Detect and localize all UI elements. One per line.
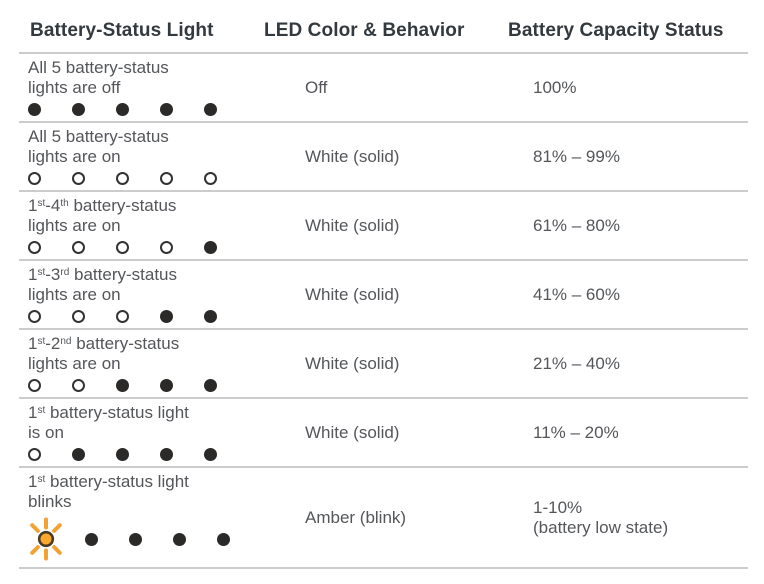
led-color-behavior: White (solid) — [305, 284, 400, 304]
table-row: 1st battery-status light is on White (soli… — [19, 399, 748, 468]
light-description-line: 1st battery-status light — [28, 403, 189, 422]
battery-light-description: All 5 battery-status lights are on — [19, 127, 264, 186]
led-color-behavior: White (solid) — [305, 215, 400, 235]
led-dots-row — [28, 446, 264, 462]
column-header-battery-capacity-status: Battery Capacity Status — [508, 20, 724, 41]
led-dot-off — [204, 447, 217, 461]
led-dot-off — [28, 102, 41, 116]
led-dots-row — [28, 170, 264, 186]
capacity-line: (battery low state) — [533, 517, 669, 537]
amber-blink-icon — [30, 517, 62, 561]
battery-capacity-status: 61% – 80% — [508, 196, 748, 255]
battery-light-description: 1st-3rd battery-status lights are on — [19, 265, 264, 324]
led-dot-off — [204, 309, 217, 323]
light-description-line: lights are on — [28, 354, 121, 373]
table-row: 1st-4th battery-status lights are on White… — [19, 192, 748, 261]
led-dot-off — [160, 378, 173, 392]
led-dot-off — [160, 309, 173, 323]
led-dot-on — [160, 240, 173, 254]
led-dot-off — [204, 102, 217, 116]
led-dot-off — [160, 447, 173, 461]
capacity-line: 61% – 80% — [533, 215, 620, 235]
battery-light-description: 1st battery-status light is on — [19, 403, 264, 462]
led-dots-row — [28, 239, 264, 255]
column-header-battery-status-light: Battery-Status Light — [30, 20, 214, 41]
capacity-line: 11% – 20% — [533, 422, 619, 442]
light-description-line: 1st-2nd battery-status — [28, 334, 180, 353]
led-dot-on — [28, 378, 41, 392]
led-dot-on — [28, 240, 41, 254]
table-row: 1st battery-status light blinks Amber (bli… — [19, 468, 748, 569]
battery-light-description: 1st-4th battery-status lights are on — [19, 196, 264, 255]
led-dot-off — [116, 378, 129, 392]
led-dot-on — [204, 171, 217, 185]
capacity-line: 41% – 60% — [533, 284, 620, 304]
led-dot-off — [173, 532, 186, 546]
led-dots-row — [28, 377, 264, 393]
light-description-line: lights are off — [28, 78, 121, 97]
capacity-line: 100% — [533, 77, 577, 97]
led-dot-off — [160, 102, 173, 116]
table-row: All 5 battery-status lights are on White (… — [19, 123, 748, 192]
led-dots-row — [28, 308, 264, 324]
led-dot-off — [85, 532, 98, 546]
light-description-line: lights are on — [28, 285, 121, 304]
table-row: All 5 battery-status lights are off Off 100… — [19, 54, 748, 123]
led-dot-off — [72, 447, 85, 461]
battery-capacity-status: 1-10% (battery low state) — [508, 472, 748, 563]
led-dot-on — [28, 171, 41, 185]
battery-capacity-status: 21% – 40% — [508, 334, 748, 393]
table-header-row: Battery-Status Light LED Color & Behavio… — [19, 12, 748, 54]
light-description-line: 1st-4th battery-status — [28, 196, 177, 215]
led-color-behavior: White (solid) — [305, 422, 400, 442]
battery-status-table: Battery-Status Light LED Color & Behavio… — [19, 12, 748, 569]
table-row: 1st-3rd battery-status lights are on White… — [19, 261, 748, 330]
battery-capacity-status: 41% – 60% — [508, 265, 748, 324]
battery-light-description: 1st battery-status light blinks — [19, 472, 264, 563]
led-color-behavior: Off — [305, 77, 328, 97]
led-dot-on — [72, 309, 85, 323]
led-dot-on — [72, 240, 85, 254]
led-dot-off — [72, 102, 85, 116]
led-dot-off — [116, 447, 129, 461]
light-description-line: 1st-3rd battery-status — [28, 265, 177, 284]
light-description-line: All 5 battery-status — [28, 127, 169, 146]
led-dot-on — [160, 171, 173, 185]
battery-light-description: All 5 battery-status lights are off — [19, 58, 264, 117]
table-body: All 5 battery-status lights are off Off 100… — [19, 54, 748, 569]
led-dot-off — [129, 532, 142, 546]
battery-capacity-status: 11% – 20% — [508, 403, 748, 462]
led-dot-off — [204, 240, 217, 254]
led-color-behavior: White (solid) — [305, 146, 400, 166]
led-dot-on — [116, 309, 129, 323]
led-dots-row — [28, 101, 264, 117]
led-dots-row — [28, 515, 264, 563]
capacity-line: 21% – 40% — [533, 353, 620, 373]
led-dot-on — [28, 447, 41, 461]
led-dot-on — [28, 309, 41, 323]
light-description-line: All 5 battery-status — [28, 58, 169, 77]
battery-capacity-status: 81% – 99% — [508, 127, 748, 186]
led-dot-off — [217, 532, 230, 546]
led-dot-on — [72, 378, 85, 392]
led-color-behavior: White (solid) — [305, 353, 400, 373]
column-header-led-color-behavior: LED Color & Behavior — [264, 20, 465, 41]
light-description-line: lights are on — [28, 147, 121, 166]
led-dot-on — [72, 171, 85, 185]
capacity-line: 81% – 99% — [533, 146, 620, 166]
table-row: 1st-2nd battery-status lights are on White… — [19, 330, 748, 399]
light-description-line: lights are on — [28, 216, 121, 235]
led-dot-on — [116, 240, 129, 254]
led-dot-on — [116, 171, 129, 185]
light-description-line: is on — [28, 423, 64, 442]
led-color-behavior: Amber (blink) — [305, 507, 407, 527]
capacity-line: 1-10% — [533, 497, 583, 517]
battery-light-description: 1st-2nd battery-status lights are on — [19, 334, 264, 393]
light-description-line: blinks — [28, 492, 72, 511]
led-dot-off — [204, 378, 217, 392]
led-dot-off — [116, 102, 129, 116]
battery-capacity-status: 100% — [508, 58, 748, 117]
light-description-line: 1st battery-status light — [28, 472, 189, 491]
